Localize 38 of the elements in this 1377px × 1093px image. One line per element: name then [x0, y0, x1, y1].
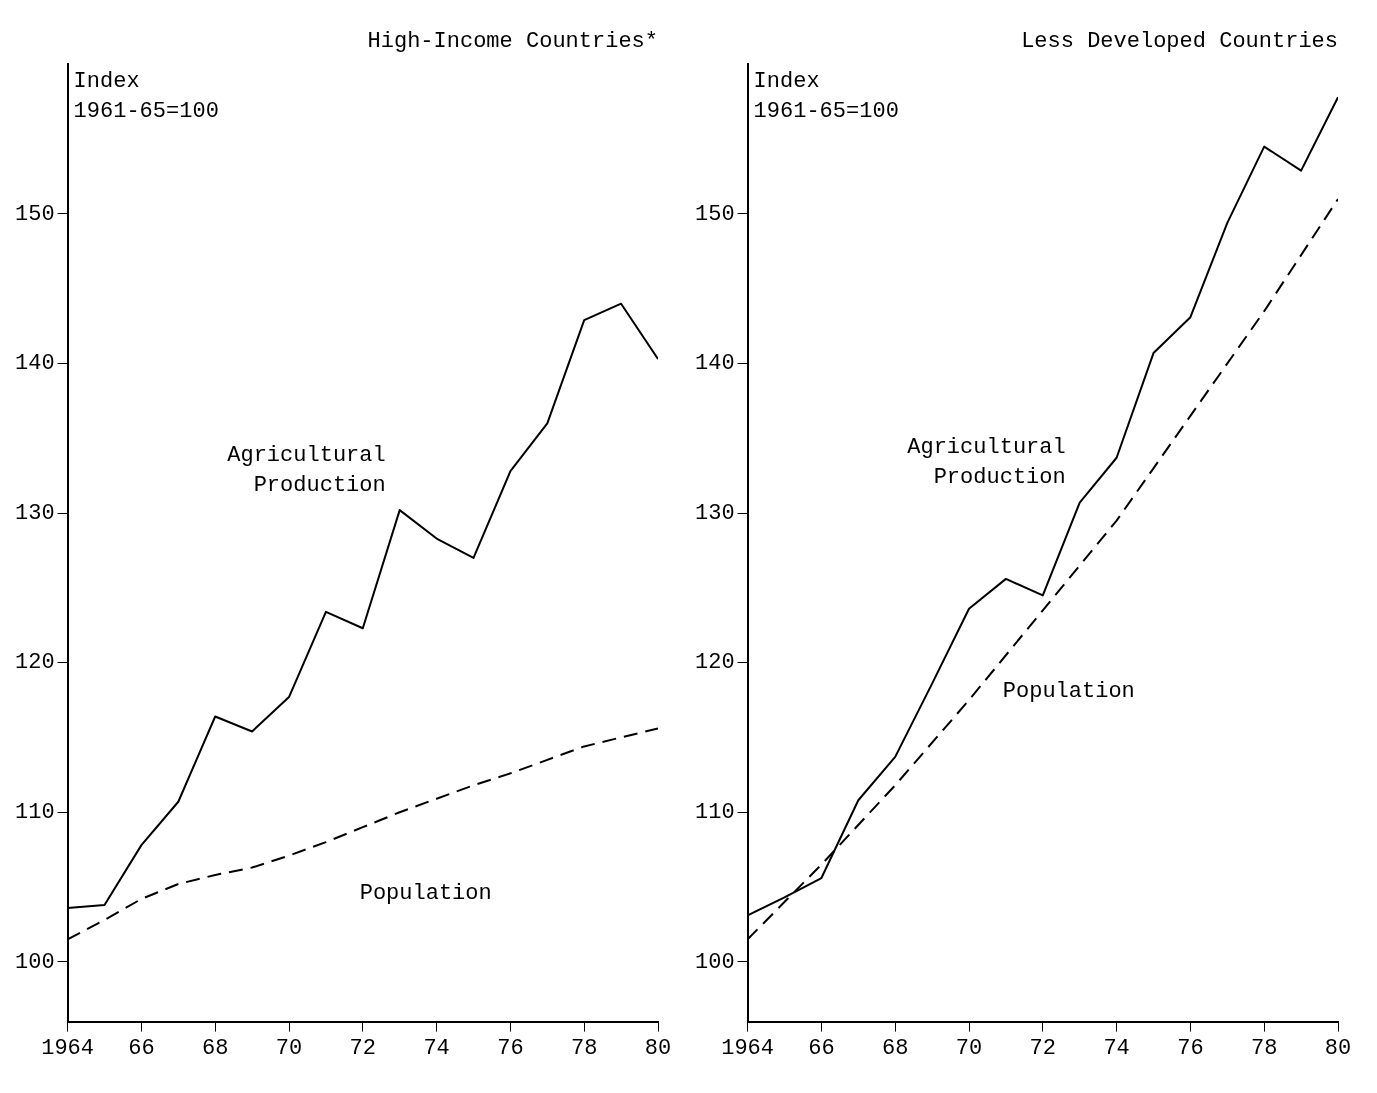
- x-tick-label: 68: [882, 1035, 909, 1061]
- chart-title: High-Income Countries*: [367, 29, 658, 55]
- y-tick-label: 100: [695, 949, 735, 975]
- x-tick-label: 74: [423, 1035, 450, 1061]
- x-tick-label: 72: [349, 1035, 377, 1061]
- x-tick-label: 72: [1029, 1035, 1057, 1061]
- x-tick-label: 70: [275, 1035, 303, 1061]
- y-tick-label: 150: [15, 201, 55, 227]
- series-label: Agricultural Production: [227, 442, 386, 498]
- x-tick-label: 80: [644, 1035, 672, 1061]
- x-tick-label: 66: [128, 1035, 155, 1061]
- y-tick-label: 110: [695, 800, 735, 826]
- y-tick-label: 130: [695, 500, 735, 526]
- y-tick-label: 110: [15, 800, 55, 826]
- x-tick-label: 66: [808, 1035, 835, 1061]
- x-tick-label: 76: [497, 1035, 524, 1061]
- y-axis-title: Index 1961-65=100: [73, 69, 219, 125]
- y-axis-title: Index 1961-65=100: [753, 69, 899, 125]
- text: Population: [359, 881, 492, 907]
- x-tick-label: 1964: [41, 1035, 95, 1061]
- y-tick-label: 140: [695, 351, 735, 377]
- y-tick-label: 130: [15, 500, 55, 526]
- y-tick-label: 100: [15, 949, 55, 975]
- x-tick-label: 1964: [721, 1035, 775, 1061]
- x-tick-label: 74: [1103, 1035, 1130, 1061]
- x-tick-label: 78: [571, 1035, 598, 1061]
- x-tick-label: 68: [202, 1035, 229, 1061]
- x-tick-label: 78: [1251, 1035, 1278, 1061]
- series-label: Agricultural Production: [907, 435, 1066, 491]
- y-tick-label: 120: [695, 650, 735, 676]
- x-tick-label: 76: [1177, 1035, 1204, 1061]
- y-tick-label: 150: [695, 201, 735, 227]
- chart-title: Less Developed Countries: [1021, 29, 1338, 55]
- series-label: Population: [1002, 679, 1135, 705]
- x-tick-label: 70: [955, 1035, 983, 1061]
- x-tick-label: 80: [1324, 1035, 1352, 1061]
- y-tick-label: 120: [15, 650, 55, 676]
- y-tick-label: 140: [15, 351, 55, 377]
